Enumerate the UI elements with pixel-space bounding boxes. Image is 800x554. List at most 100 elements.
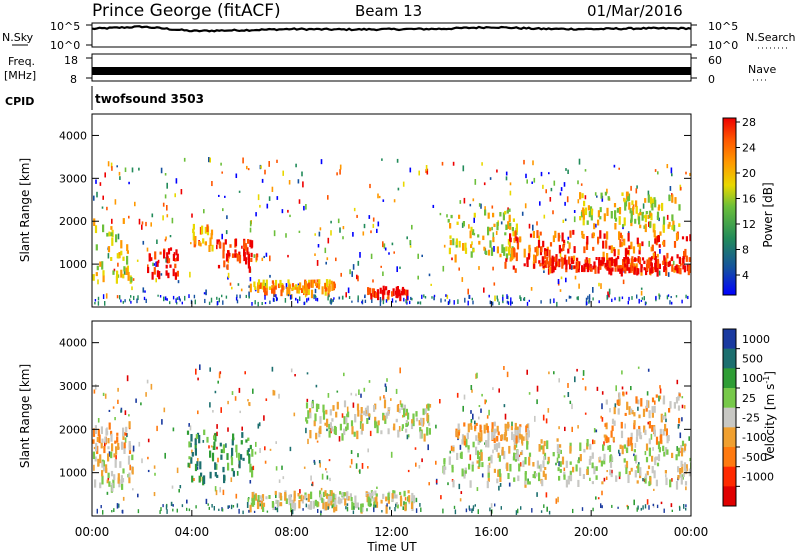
echo-cell [400,290,403,296]
echo-cell [654,256,657,265]
echo-cell [471,464,474,472]
echo-cell [120,240,123,249]
near-range-cell [507,301,510,305]
echo-cell [101,461,104,468]
echo-cell [611,418,615,425]
echo-cell [543,260,546,265]
echo-cell [581,193,584,199]
speckle-cell [559,251,562,258]
echo-cell [627,232,630,242]
echo-cell [499,473,502,478]
echo-cell [110,232,113,237]
echo-cell [654,238,657,244]
speckle-cell [294,374,296,377]
speckle-cell [469,203,472,207]
speckle-cell [175,178,178,184]
speckle-cell [275,441,277,444]
speckle-cell [111,218,113,224]
echo-cell [222,250,225,259]
speckle-cell [618,167,620,170]
echo-cell [631,256,634,265]
speckle-cell [289,446,292,452]
echo-cell [675,481,679,490]
speckle-cell [567,169,569,175]
speckle-cell [542,184,544,189]
echo-cell [252,499,256,506]
echo-cell [540,246,543,253]
near-range-cell [221,294,223,298]
speckle-cell [305,204,307,210]
speckle-cell [350,458,353,465]
echo-cell [651,412,654,418]
speckle-cell [298,230,301,233]
speckle-cell [147,469,150,473]
speckle-cell [385,386,387,392]
echo-cell [493,437,496,444]
echo-cell [376,289,379,294]
near-range-cell [102,294,105,300]
near-range-cell [592,507,594,512]
echo-cell [601,481,604,485]
near-range-cell [225,295,228,299]
speckle-cell [113,268,116,272]
echo-cell [121,483,124,490]
echo-cell [487,226,490,236]
near-range-cell [389,506,391,510]
speckle-cell [683,405,686,409]
speckle-cell [186,499,188,504]
echo-cell [331,418,334,422]
speckle-cell [536,221,538,226]
speckle-cell [521,211,524,216]
echo-cell [509,463,512,472]
echo-cell [601,257,604,261]
echo-cell [110,257,113,261]
echo-cell [657,206,660,211]
speckle-cell [658,217,660,222]
echo-cell [683,443,687,451]
echo-cell [286,286,289,296]
near-range-cell [644,504,647,509]
echo-cell [406,289,409,296]
speckle-cell [398,426,401,432]
echo-cell [628,406,631,415]
echo-cell [423,433,426,442]
speckle-cell [191,449,193,454]
near-range-cell [472,300,474,305]
near-range-cell [477,509,479,513]
echo-cell [543,440,546,447]
speckle-cell [346,406,349,413]
near-range-cell [611,298,613,303]
echo-cell [291,500,294,509]
near-range-cell [166,509,168,514]
speckle-cell [557,279,560,285]
echo-cell [407,412,410,420]
echo-cell [356,502,359,509]
echo-cell [636,480,639,484]
echo-cell [377,291,380,301]
echo-cell [557,467,560,472]
echo-cell [669,401,672,409]
speckle-cell [384,397,386,400]
speckle-cell [115,455,117,460]
echo-cell [511,227,514,232]
velocity-ytick-label: 4000 [59,337,87,350]
echo-cell [556,444,559,453]
echo-cell [428,422,431,426]
echo-cell [524,471,527,475]
speckle-cell [116,295,119,299]
echo-cell [680,460,683,467]
echo-cell [583,263,586,272]
echo-cell [687,266,690,276]
echo-cell [643,215,646,219]
speckle-cell [428,273,431,277]
echo-cell [504,424,507,429]
echo-cell [689,234,691,242]
echo-cell [644,429,647,436]
near-range-cell [331,505,333,509]
echo-cell [407,490,410,494]
speckle-cell [255,212,257,217]
speckle-cell [255,441,257,447]
echo-cell [192,231,195,241]
echo-cell [383,399,387,409]
near-range-cell [373,504,375,509]
